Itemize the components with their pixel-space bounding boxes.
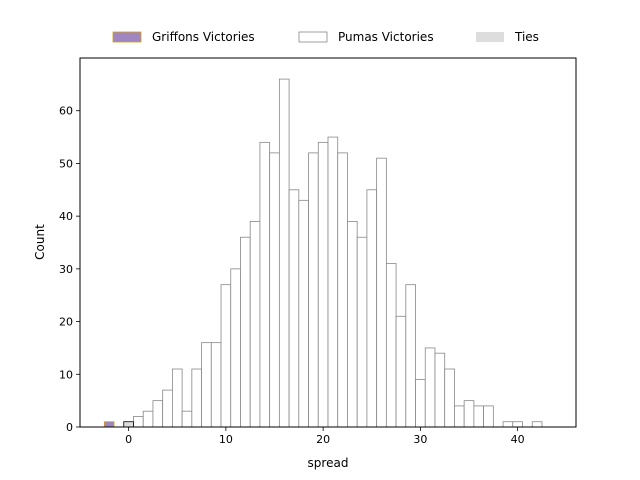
legend: Griffons Victories Pumas Victories Ties — [112, 30, 539, 44]
plot-frame — [79, 57, 577, 428]
bar-pumas-victories — [162, 389, 173, 428]
y-tick-label: 60 — [59, 105, 73, 118]
bar-pumas-victories — [424, 347, 436, 428]
y-tick-label: 10 — [59, 368, 73, 381]
bar-pumas-victories — [463, 400, 475, 428]
legend-swatch — [112, 31, 142, 43]
bar-pumas-victories — [152, 400, 164, 428]
bar-pumas-victories — [191, 368, 202, 428]
bar-pumas-victories — [259, 141, 271, 428]
bar-pumas-victories — [366, 189, 378, 428]
y-tick-label: 0 — [66, 421, 73, 434]
bar-pumas-victories — [337, 152, 348, 428]
legend-swatch — [298, 31, 328, 43]
bar-pumas-victories — [142, 410, 154, 428]
bar-pumas-victories — [376, 157, 387, 428]
y-tick-label: 40 — [59, 210, 73, 223]
bar-pumas-victories — [201, 342, 212, 428]
y-axis-label: Count — [33, 224, 47, 260]
x-axis: 0 10 20 30 40 — [125, 427, 525, 446]
bar-pumas-victories — [288, 189, 300, 428]
bar-pumas-victories — [171, 368, 183, 428]
bar-pumas-victories — [531, 421, 543, 428]
legend-label: Griffons Victories — [152, 30, 255, 44]
bar-ties — [123, 421, 134, 428]
x-tick-label: 40 — [511, 433, 525, 446]
bar-pumas-victories — [356, 236, 368, 428]
bar-pumas-victories — [473, 405, 485, 428]
bar-pumas-victories — [327, 136, 339, 428]
bar-pumas-victories — [249, 221, 261, 428]
bar-pumas-victories — [415, 379, 426, 428]
legend-label: Pumas Victories — [338, 30, 434, 44]
bar-pumas-victories — [220, 284, 232, 428]
bar-pumas-victories — [512, 421, 523, 428]
legend-label: Ties — [514, 30, 539, 44]
bar-pumas-victories — [298, 199, 309, 428]
bar-pumas-victories — [269, 152, 280, 428]
bar-pumas-victories — [230, 268, 241, 428]
bar-pumas-victories — [278, 78, 290, 428]
x-tick-label: 30 — [413, 433, 427, 446]
bar-pumas-victories — [210, 342, 222, 428]
bar-pumas-victories — [483, 405, 494, 428]
y-tick-label: 50 — [59, 157, 73, 170]
bar-pumas-victories — [385, 263, 397, 428]
y-tick-label: 20 — [59, 316, 73, 329]
bar-pumas-victories — [395, 315, 407, 428]
bar-pumas-victories — [434, 352, 446, 428]
bar-pumas-victories — [444, 368, 455, 428]
bar-pumas-victories — [317, 141, 329, 428]
bar-pumas-victories — [502, 421, 514, 428]
bar-pumas-victories — [133, 416, 144, 428]
bar-griffons-victories — [103, 421, 115, 428]
x-tick-label: 0 — [125, 433, 132, 446]
bar-pumas-victories — [240, 236, 251, 428]
x-axis-label: spread — [308, 456, 349, 470]
bar-pumas-victories — [347, 221, 358, 428]
bar-pumas-victories — [181, 410, 193, 428]
x-tick-label: 10 — [219, 433, 233, 446]
bar-pumas-victories — [405, 284, 416, 428]
bar-pumas-victories — [454, 405, 465, 428]
x-tick-label: 20 — [316, 433, 330, 446]
legend-swatch — [476, 32, 504, 42]
bar-pumas-victories — [308, 152, 319, 428]
y-axis: 0 10 20 30 40 50 60 — [59, 105, 80, 434]
y-tick-label: 30 — [59, 263, 73, 276]
